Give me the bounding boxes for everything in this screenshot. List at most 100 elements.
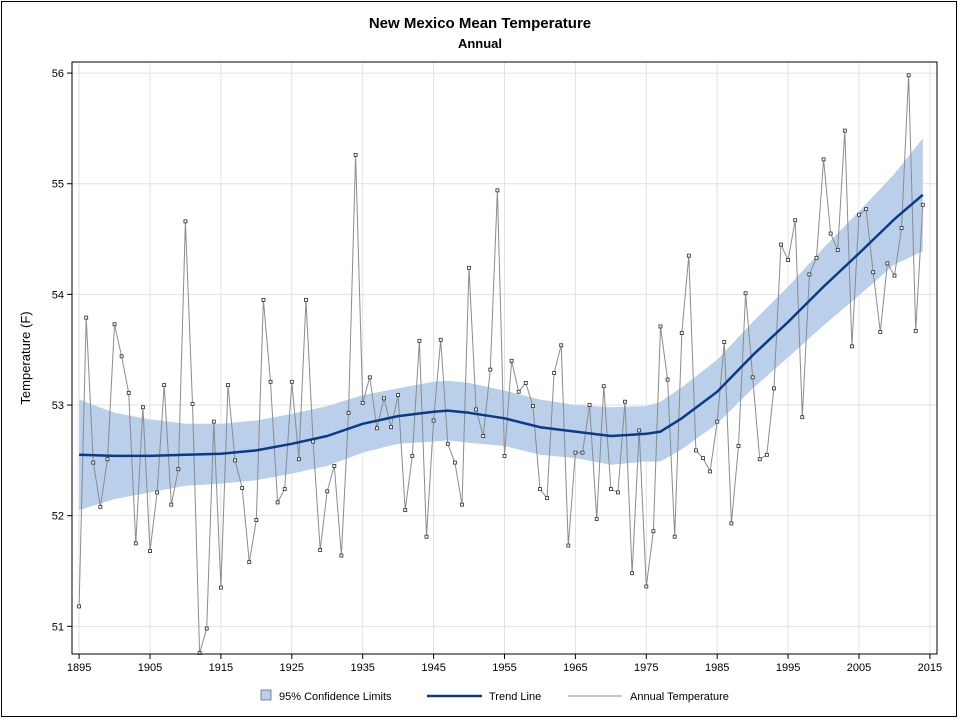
annual-data-point [247,560,252,565]
x-tick-label: 1925 [280,662,304,674]
x-tick-label: 1965 [563,662,587,674]
annual-data-point [155,490,159,495]
x-tick-label: 1935 [350,662,374,674]
annual-data-point [325,489,330,494]
annual-data-point [346,410,351,415]
annual-data-point [835,248,840,253]
annual-data-point [885,261,890,266]
annual-data-point [374,426,379,431]
annual-data-point [566,543,571,548]
annual-data-point [800,415,805,420]
chart-subtitle: Annual [457,36,503,51]
trend-line [79,193,924,458]
annual-data-point [474,407,479,412]
annual-data-point [630,571,635,576]
annual-data-point [410,454,415,458]
y-axis-label: Temperature (F) [18,311,33,404]
x-tick-label: 1975 [634,662,658,674]
annual-data-point [743,291,748,296]
annual-data-point [573,450,578,455]
annual-data-point [559,343,564,348]
annual-data-point [608,487,613,492]
annual-data-point [495,188,500,193]
annual-data-point [162,383,167,388]
annual-data-point [807,272,812,277]
annual-data-point [268,379,273,384]
annual-data-point [509,358,514,363]
annual-data-point [452,460,457,465]
annual-data-point [318,548,323,552]
annual-data-point [396,393,401,397]
annual-data-point [842,128,847,133]
annual-data-point [913,328,918,333]
annual-data-point [148,549,152,553]
annual-data-point [445,441,450,446]
annual-data-point [871,270,876,275]
annual-data-point [438,337,443,342]
annual-data-point [764,452,769,457]
y-tick-label: 54 [52,289,64,301]
legend-band-swatch [260,689,272,701]
annual-data-point [403,508,408,513]
confidence-band [79,138,923,511]
annual-data-point [77,604,81,609]
x-tick-label: 1915 [209,662,233,674]
x-tick-label: 2015 [918,662,942,674]
annual-data-point [821,157,826,162]
annual-data-point [920,202,925,207]
annual-data-point [538,487,542,492]
annual-data-point [431,418,436,423]
annual-data-point [793,218,798,223]
annual-data-point [729,521,734,526]
annual-data-point [240,486,245,490]
annual-data-point [91,460,96,465]
chart-title: New Mexico Mean Temperature [368,15,592,32]
annual-data-point [311,439,315,444]
annual-data-point [828,231,833,236]
annual-data-point [84,315,89,320]
annual-data-point [424,534,429,539]
x-tick-label: 1985 [705,662,729,674]
annual-data-point [786,258,791,262]
annual-data-point [126,390,131,395]
x-tick-label: 2005 [847,662,871,674]
annual-data-point [623,399,627,404]
annual-data-point [906,73,911,78]
annual-data-point [651,529,656,534]
annual-data-point [502,454,507,458]
annual-data-point [304,298,308,302]
y-tick-label: 52 [52,511,64,523]
annual-data-point [722,340,727,344]
annual-data-point [658,324,663,329]
annual-data-point [190,402,195,406]
axis-ticks: 1895 1905 1915 1925 1935 1945 1955 1965 1975 1985… [52,68,942,674]
grid-layer [72,62,937,654]
annual-data-point [141,405,145,410]
annual-data-point [254,518,259,523]
legend: 95% Confidence Limits Trend Line Annual … [260,689,729,703]
y-tick-label: 55 [52,179,64,191]
annual-temperature-line [78,75,924,654]
annual-data-point [601,384,606,389]
annual-markers [77,73,925,655]
annual-data-point [892,273,897,278]
annual-data-point [417,338,422,343]
annual-data-point [339,553,344,558]
annual-data-point [296,457,301,462]
annual-data-point [779,242,783,247]
annual-data-point [460,502,464,507]
annual-data-point [580,450,585,455]
y-tick-label: 51 [52,621,64,633]
annual-data-point [637,428,642,433]
x-tick-label: 1945 [421,662,445,674]
annual-data-point [218,585,223,590]
annual-data-point [332,463,337,468]
legend-trend-label: Trend Line [489,691,541,703]
annual-data-point [545,496,549,500]
annual-data-point [133,541,138,546]
legend-annual-label: Annual Temperature [630,691,729,703]
legend-band-label: 95% Confidence Limits [279,691,392,703]
annual-data-point [850,344,854,349]
